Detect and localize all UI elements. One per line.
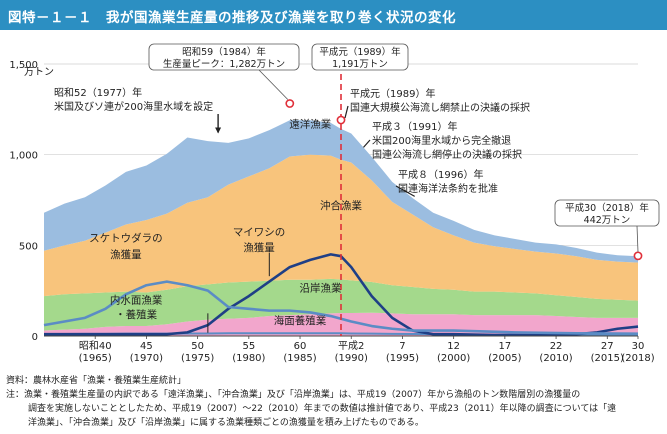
x-tick-top-4: 60 <box>294 341 307 352</box>
label-sukeotodara-2: 漁獲量 <box>110 248 142 261</box>
label-sukeotodara-1: スケトウダラの <box>89 232 163 245</box>
x-tick-bottom-3: (1980) <box>232 353 265 364</box>
x-tick-bottom-7: (2000) <box>437 353 470 364</box>
source-note: 資料：農林水産省「漁業・養殖業生産統計」 <box>6 376 187 386</box>
x-tick-top-1: 45 <box>140 341 153 352</box>
page-title: 図特－１－１ 我が国漁業生産量の推移及び漁業を取り巻く状況の変化 <box>8 10 456 26</box>
y-tick-label-0: 0 <box>32 332 38 343</box>
note-line-1: 注：漁業・養殖業生産量の内訳である「遠洋漁業」、「沖合漁業」及び「沿岸漁業」は、… <box>6 390 581 400</box>
label-offshore: 沖合漁業 <box>320 199 362 212</box>
x-tick-top-2: 50 <box>191 341 204 352</box>
line-species-0 <box>44 253 639 337</box>
x-tick-bottom-10: (2015) <box>591 353 624 364</box>
label-inland-1: 内水面漁業 <box>110 293 163 306</box>
last-callout-box <box>554 199 660 227</box>
event-1991-leader <box>363 139 371 148</box>
x-tick-top-6: 7 <box>399 341 405 352</box>
x-tick-top-5: 平成2 <box>338 340 364 352</box>
x-tick-bottom-2: (1975) <box>181 353 214 364</box>
notes: 資料：農林水産省「漁業・養殖業生産統計」 注：漁業・養殖業生産量の内訳である「遠… <box>6 374 662 430</box>
event-1991-year: 平成３（1991）年 <box>372 120 457 133</box>
label-distant: 遠洋漁業 <box>289 117 331 130</box>
vline-label-2: 1,191万トン <box>332 59 388 70</box>
x-tick-top-11: 30 <box>632 341 645 352</box>
title-bar: 図特－１－１ 我が国漁業生産量の推移及び漁業を取り巻く状況の変化 <box>0 0 667 30</box>
event-1977-arrowhead <box>215 127 222 134</box>
x-tick-bottom-9: (2010) <box>539 353 572 364</box>
y-axis-unit: 万トン <box>24 67 54 78</box>
x-tick-top-0: 昭和40 <box>79 340 112 352</box>
last-leader <box>636 225 639 252</box>
last-label-2: 442万トン <box>584 215 631 226</box>
event-1989-leader <box>344 105 349 119</box>
event-1996-year: 平成８（1996）年 <box>398 168 483 181</box>
note-line-2: 調査を実施しないこととしたため、平成19（2007）～22（2010）年までの数… <box>28 404 617 414</box>
event-1991-text-1: 米国200海里水域から完全撤退 <box>372 134 511 147</box>
peak-label-1: 昭和59（1984）年 <box>182 46 266 58</box>
x-tick-top-7: 12 <box>447 341 460 352</box>
x-tick-bottom-4: (1985) <box>283 353 316 364</box>
x-tick-bottom-6: (1995) <box>386 353 419 364</box>
vline-marker <box>336 115 346 125</box>
event-1991-text-2: 国連公海流し網停止の決議の採択 <box>372 148 522 161</box>
event-1977-year: 昭和52（1977）年 <box>54 86 142 99</box>
x-tick-top-9: 22 <box>550 341 563 352</box>
label-coastal: 沿岸漁業 <box>300 282 342 295</box>
x-tick-bottom-11: (2018) <box>621 353 654 364</box>
peak-leader <box>258 69 289 100</box>
fishery-production-chart: 05001,0001,500万トン昭和40(1965)45(1970)50(19… <box>9 43 660 364</box>
y-tick-label-1000: 1,000 <box>9 151 38 162</box>
line-species-1 <box>43 280 639 335</box>
vline-label-1: 平成元（1989）年 <box>319 46 401 58</box>
label-maiwashi-2: 漁獲量 <box>243 241 275 254</box>
x-tick-top-10: 27 <box>601 341 614 352</box>
peak-marker <box>285 99 295 108</box>
x-tick-bottom-5: (1990) <box>335 353 368 364</box>
note-line-3: 洋漁業」、「沖合漁業」及び「沿岸漁業」に属する漁業種類ごとの漁獲量を積み上げたも… <box>28 418 424 428</box>
last-label-1: 平成30（2018）年 <box>565 202 649 214</box>
peak-callout-box <box>148 43 300 71</box>
x-tick-bottom-1: (1970) <box>130 353 163 364</box>
x-tick-top-3: 55 <box>242 341 255 352</box>
x-tick-bottom-8: (2005) <box>488 353 521 364</box>
event-1989-year: 平成元（1989）年 <box>350 87 435 100</box>
y-tick-label-500: 500 <box>19 241 38 252</box>
x-tick-bottom-0: (1965) <box>79 353 112 364</box>
label-maiwashi-1: マイワシの <box>233 226 286 238</box>
vline-callout-box <box>311 43 409 71</box>
label-aquaculture: 海面養殖業 <box>274 314 327 327</box>
label-inland-2: ・養殖業 <box>115 308 157 321</box>
last-marker <box>633 251 643 261</box>
event-1996-leader <box>395 185 415 197</box>
y-tick-label-1500: 1,500 <box>9 60 38 71</box>
x-tick-top-8: 17 <box>498 341 511 352</box>
event-1996-text: 国連海洋法条約を批准 <box>398 182 498 195</box>
event-1977-text: 米国及びソ連が200海里水域を設定 <box>54 100 213 113</box>
event-1989-text: 国連大規模公海流し網禁止の決議の採択 <box>350 101 530 114</box>
peak-label-2: 生産量ピーク：1,282万トン <box>163 58 285 70</box>
area-series-3 <box>44 120 638 263</box>
